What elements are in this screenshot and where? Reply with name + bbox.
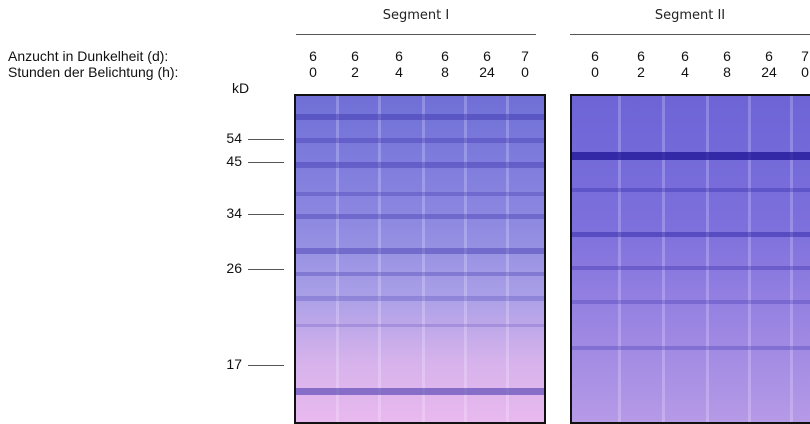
seg2-lane3-d: 6 [681,48,689,64]
seg1-lane6-d: 7 [521,48,529,64]
gel1-band [296,114,544,120]
marker-34-label: 34 [226,205,242,221]
marker-34-tick [248,214,284,215]
gel2-lane-separator [618,96,621,422]
marker-17-label: 17 [226,356,242,372]
gel2-band [572,232,810,237]
seg1-lane2-h: 2 [351,64,359,80]
gel2-lane-separator [662,96,665,422]
gel1-band [296,138,544,143]
gel2-band [572,188,810,192]
marker-45-tick [248,162,284,163]
seg2-lane2-d: 6 [637,48,645,64]
gel1-band [296,272,544,276]
row-label-light: Stunden der Belichtung (h): [8,64,179,80]
seg1-lane6-h: 0 [521,64,529,80]
gel2-lane-separator [748,96,751,422]
gel1-lane-separator [422,96,425,422]
gel2-band [572,300,810,304]
gel1-lane-separator [506,96,509,422]
gel2-band [572,266,810,270]
seg2-lane6-h: 0 [801,64,809,80]
gel1-band [296,214,544,219]
seg2-lane1-d: 6 [591,48,599,64]
marker-26-tick [248,269,284,270]
gel2-band [572,152,810,160]
gel1-band [296,324,544,327]
seg2-lane6-d: 7 [801,48,809,64]
seg2-lane5-d: 6 [765,48,773,64]
seg1-lane2-d: 6 [351,48,359,64]
marker-54-label: 54 [226,130,242,146]
seg2-lane5-h: 24 [761,64,777,80]
segment-1-title: Segment I [382,8,450,23]
gel1-band [296,248,544,254]
gel-segment-2 [570,94,810,424]
marker-54-tick [248,139,284,140]
gel1-lane-separator [378,96,381,422]
seg1-lane4-d: 6 [441,48,449,64]
gel1-band [296,162,544,168]
seg2-lane3-h: 4 [681,64,689,80]
segment-1-line [296,34,536,35]
gel1-lane-separator [336,96,339,422]
marker-17-tick [248,365,284,366]
seg1-lane5-h: 24 [479,64,495,80]
gel1-lane-separator [464,96,467,422]
seg1-lane4-h: 8 [441,64,449,80]
seg2-lane4-d: 6 [723,48,731,64]
seg1-lane3-h: 4 [395,64,403,80]
gel1-band [296,388,544,395]
row-label-dark: Anzucht in Dunkelheit (d): [8,48,169,64]
seg2-lane1-h: 0 [591,64,599,80]
segment-2-line [570,34,810,35]
gel2-band [572,346,810,350]
marker-45-label: 45 [226,153,242,169]
kd-label: kD [232,80,250,96]
seg1-lane1-d: 6 [309,48,317,64]
seg2-lane2-h: 2 [637,64,645,80]
gel1-band [296,192,544,196]
marker-26-label: 26 [226,260,242,276]
gel1-band [296,296,544,301]
gel2-lane-separator [790,96,793,422]
gel2-lane-separator [706,96,709,422]
seg1-lane1-h: 0 [309,64,317,80]
gel-segment-1 [294,94,546,424]
seg1-lane3-d: 6 [395,48,403,64]
segment-2-title: Segment II [654,8,726,23]
seg1-lane5-d: 6 [483,48,491,64]
seg2-lane4-h: 8 [723,64,731,80]
